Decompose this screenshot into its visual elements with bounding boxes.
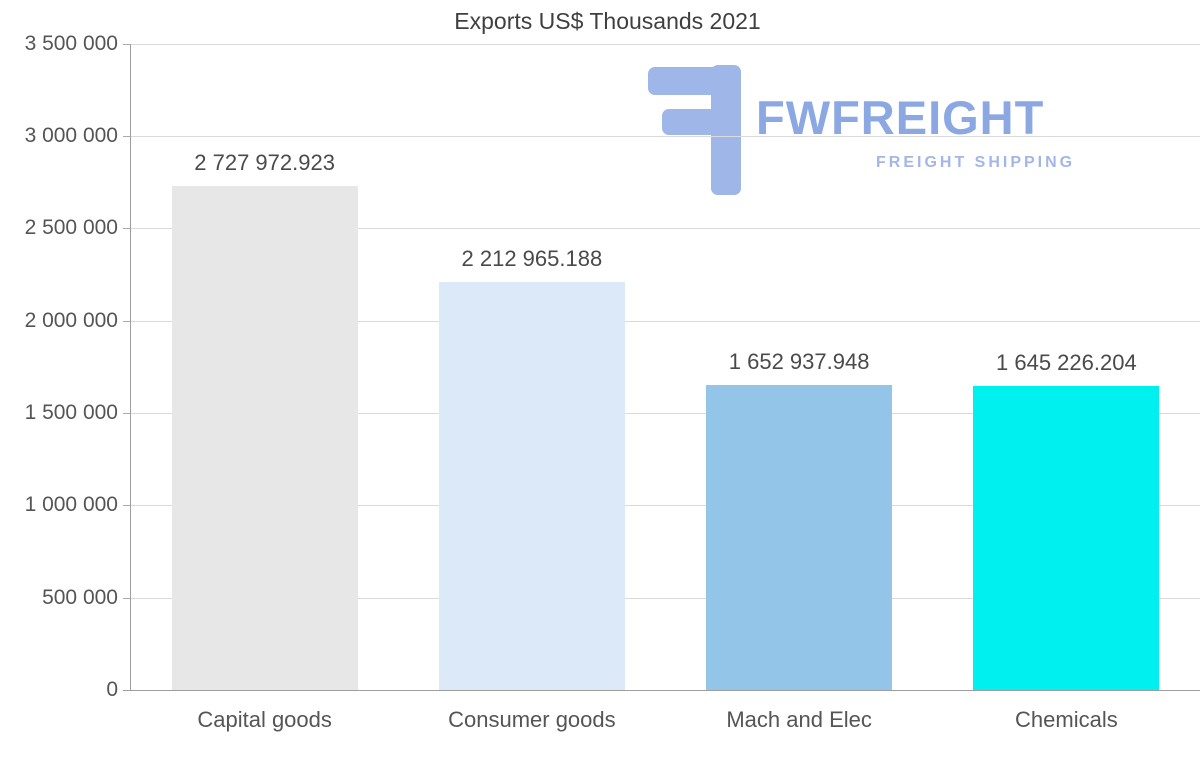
bar-group-chemicals: 1 645 226.204	[933, 0, 1200, 690]
y-tick-mark	[123, 413, 130, 414]
gridline	[130, 598, 1200, 599]
y-tick-label: 0	[106, 678, 118, 701]
x-axis-labels: Capital goods Consumer goods Mach and El…	[131, 702, 1200, 738]
y-tick-label: 1 500 000	[24, 401, 118, 424]
bar-group-mach-and-elec: 1 652 937.948	[666, 0, 933, 690]
gridline	[130, 413, 1200, 414]
bar[interactable]	[973, 386, 1160, 690]
y-tick-label: 3 000 000	[24, 124, 118, 147]
brand-watermark: FWFREIGHT FREIGHT SHIPPING	[648, 62, 1148, 197]
gridline	[130, 228, 1200, 229]
y-axis-line	[130, 44, 131, 690]
y-tick-label: 2 000 000	[24, 309, 118, 332]
bars-row: 2 727 972.923 2 212 965.188 1 652 937.94…	[131, 0, 1200, 690]
bar[interactable]	[438, 282, 625, 690]
gridline	[130, 136, 1200, 137]
x-category-label: Consumer goods	[448, 707, 616, 732]
bar[interactable]	[171, 186, 358, 690]
bar-group-consumer-goods: 2 212 965.188	[398, 0, 665, 690]
brand-name: FWFREIGHT	[756, 91, 1045, 144]
y-tick-mark	[123, 228, 130, 229]
y-tick-label: 1 000 000	[24, 493, 118, 516]
fwfreight-logo-icon	[648, 65, 741, 195]
x-category-label: Mach and Elec	[726, 707, 872, 732]
y-tick-mark	[123, 321, 130, 322]
y-tick-mark	[123, 598, 130, 599]
bar-value-label: 1 652 937.948	[728, 349, 870, 374]
y-tick-mark	[123, 44, 130, 45]
y-tick-mark	[123, 505, 130, 506]
y-tick-mark	[123, 136, 130, 137]
bar-value-label: 2 727 972.923	[194, 150, 335, 175]
y-tick-label: 500 000	[42, 586, 118, 609]
gridline	[130, 321, 1200, 322]
y-tick-label: 3 500 000	[24, 32, 118, 55]
bar-group-capital-goods: 2 727 972.923	[131, 0, 398, 690]
x-category-label: Chemicals	[1015, 707, 1118, 732]
x-category-label: Capital goods	[197, 707, 332, 732]
bar[interactable]	[706, 385, 893, 690]
gridline	[130, 44, 1200, 45]
x-axis-line	[123, 690, 1200, 691]
gridline	[130, 505, 1200, 506]
bar-value-label: 1 645 226.204	[996, 350, 1137, 375]
bar-value-label: 2 212 965.188	[461, 246, 603, 271]
y-tick-label: 2 500 000	[24, 216, 118, 239]
brand-tagline: FREIGHT SHIPPING	[876, 154, 1076, 171]
chart-title: Exports US$ Thousands 2021	[454, 8, 761, 34]
